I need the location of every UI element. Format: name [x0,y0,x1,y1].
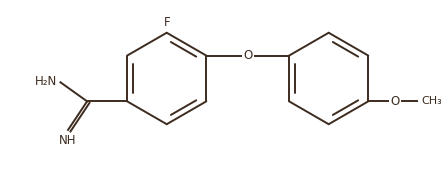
Text: O: O [243,49,252,62]
Text: CH₃: CH₃ [422,96,441,106]
Text: H₂N: H₂N [35,75,58,88]
Text: F: F [164,16,170,29]
Text: NH: NH [59,134,77,147]
Text: O: O [390,95,400,108]
